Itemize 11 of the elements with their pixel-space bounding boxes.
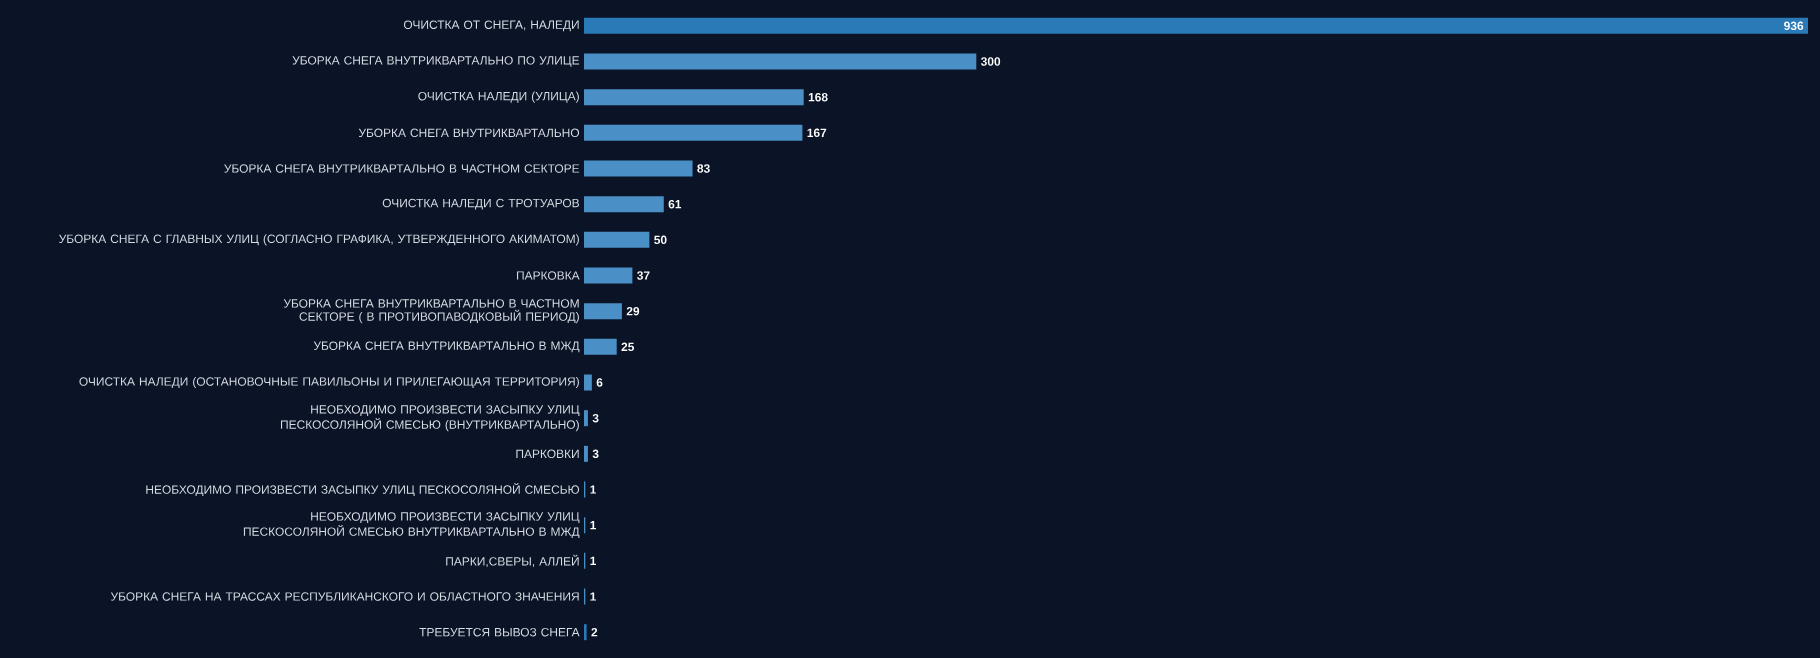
bar [584, 17, 1809, 34]
bar [584, 124, 803, 141]
bar [584, 196, 664, 213]
bar [584, 267, 633, 284]
bar [584, 231, 650, 248]
bar [584, 53, 977, 70]
bar [584, 374, 592, 391]
bar [584, 338, 617, 355]
bar [584, 303, 622, 320]
bar [584, 89, 804, 106]
bar [584, 160, 693, 177]
